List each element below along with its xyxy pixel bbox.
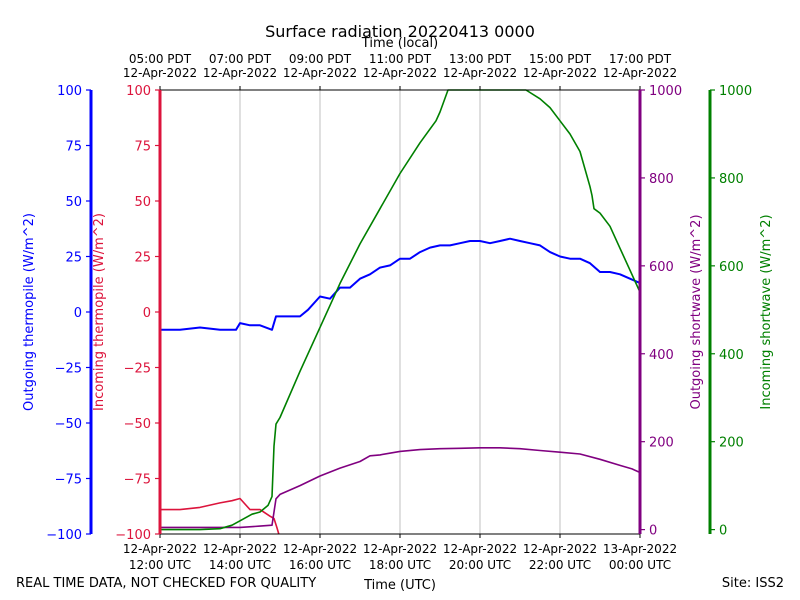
x-axis-ticks: 12-Apr-2022 12:00 UTC 12-Apr-2022 14:00 UTC… <box>123 52 677 572</box>
y-tick-label-out_sw: 800 <box>649 172 674 187</box>
top-axis-label: Time (local) <box>361 36 438 51</box>
y-axis-label-out_thermo: Outgoing thermopile (W/m^2) <box>22 213 37 411</box>
x-tick-label-date: 12-Apr-2022 <box>203 542 277 556</box>
x-tick-label-date: 12-Apr-2022 <box>523 542 597 556</box>
y-tick-label-out_thermo: −100 <box>46 528 82 543</box>
y-tick-label-out_thermo: 100 <box>57 84 82 99</box>
series-layer <box>160 89 641 535</box>
top-tick-label-date: 12-Apr-2022 <box>603 66 677 80</box>
y-tick-label-out_thermo: 25 <box>65 251 82 266</box>
y-axis-label-in_sw: Incoming shortwave (W/m^2) <box>759 214 774 409</box>
top-tick-label-time: 07:00 PDT <box>209 52 272 66</box>
y-tick-label-in_sw: 600 <box>719 260 744 275</box>
quality-disclaimer: REAL TIME DATA, NOT CHECKED FOR QUALITY <box>16 576 316 591</box>
series-line-in_thermo <box>160 497 280 535</box>
top-tick-label-date: 12-Apr-2022 <box>363 66 437 80</box>
y-axis-label-out_sw: Outgoing shortwave (W/m^2) <box>689 214 704 409</box>
x-tick-label-time: 12:00 UTC <box>129 558 191 572</box>
vertical-gridlines <box>239 90 561 534</box>
top-tick-label-date: 12-Apr-2022 <box>523 66 597 80</box>
top-tick-label-date: 12-Apr-2022 <box>123 66 197 80</box>
x-tick-label-date: 12-Apr-2022 <box>123 542 197 556</box>
y-tick-label-out_thermo: 50 <box>65 195 82 210</box>
top-tick-label-date: 12-Apr-2022 <box>443 66 517 80</box>
top-tick-label-time: 05:00 PDT <box>129 52 192 66</box>
y-tick-label-in_thermo: −75 <box>124 473 151 488</box>
y-tick-label-in_thermo: −50 <box>124 417 151 432</box>
y-axis-label-in_thermo: Incoming thermopile (W/m^2) <box>92 213 107 411</box>
y-tick-label-in_thermo: 75 <box>134 140 151 155</box>
y-tick-label-in_thermo: 25 <box>134 251 151 266</box>
y-tick-label-out_sw: 400 <box>649 348 674 363</box>
x-tick-label-time: 18:00 UTC <box>369 558 431 572</box>
x-tick-label-date: 12-Apr-2022 <box>283 542 357 556</box>
x-tick-label-date: 13-Apr-2022 <box>603 542 677 556</box>
x-tick-label-time: 22:00 UTC <box>529 558 591 572</box>
y-tick-label-in_sw: 800 <box>719 172 744 187</box>
y-tick-label-out_sw: 1000 <box>649 84 682 99</box>
y-tick-label-in_thermo: 0 <box>143 306 151 321</box>
y-tick-label-in_sw: 400 <box>719 348 744 363</box>
x-tick-label-time: 14:00 UTC <box>209 558 271 572</box>
y-tick-label-out_thermo: −25 <box>55 362 82 377</box>
y-tick-label-out_sw: 200 <box>649 436 674 451</box>
top-tick-label-date: 12-Apr-2022 <box>203 66 277 80</box>
y-tick-label-in_thermo: −25 <box>124 362 151 377</box>
x-tick-label-time: 20:00 UTC <box>449 558 511 572</box>
y-tick-label-in_sw: 0 <box>719 524 727 539</box>
y-tick-label-out_thermo: −75 <box>55 473 82 488</box>
top-tick-label-date: 12-Apr-2022 <box>283 66 357 80</box>
x-tick-label-date: 12-Apr-2022 <box>443 542 517 556</box>
series-line-out_sw <box>160 446 641 529</box>
series-line-in_sw <box>160 89 641 531</box>
y-tick-label-in_sw: 1000 <box>719 84 752 99</box>
top-tick-label-time: 11:00 PDT <box>369 52 432 66</box>
y-tick-label-out_thermo: 75 <box>65 140 82 155</box>
x-tick-label-time: 00:00 UTC <box>609 558 671 572</box>
y-tick-label-in_thermo: −100 <box>115 528 151 543</box>
y-tick-label-in_thermo: 50 <box>134 195 151 210</box>
x-tick-label-time: 16:00 UTC <box>289 558 351 572</box>
y-tick-label-out_thermo: 0 <box>74 306 82 321</box>
y-tick-label-in_sw: 200 <box>719 436 744 451</box>
x-tick-label-date: 12-Apr-2022 <box>363 542 437 556</box>
y-tick-label-out_sw: 600 <box>649 260 674 275</box>
series-line-out_thermo <box>160 237 641 331</box>
x-axis-label: Time (UTC) <box>363 578 436 593</box>
y-tick-label-in_thermo: 100 <box>126 84 151 99</box>
site-label: Site: ISS2 <box>722 576 784 591</box>
top-tick-label-time: 13:00 PDT <box>449 52 512 66</box>
top-tick-label-time: 15:00 PDT <box>529 52 592 66</box>
top-tick-label-time: 09:00 PDT <box>289 52 352 66</box>
y-tick-label-out_thermo: −50 <box>55 417 82 432</box>
chart-title: Surface radiation 20220413 0000 <box>265 22 535 41</box>
y-axes: −100 −75 −50 −25 0 25 50 75 100 Outgoing thermopi… <box>22 84 774 543</box>
y-tick-label-out_sw: 0 <box>649 524 657 539</box>
top-tick-label-time: 17:00 PDT <box>609 52 672 66</box>
